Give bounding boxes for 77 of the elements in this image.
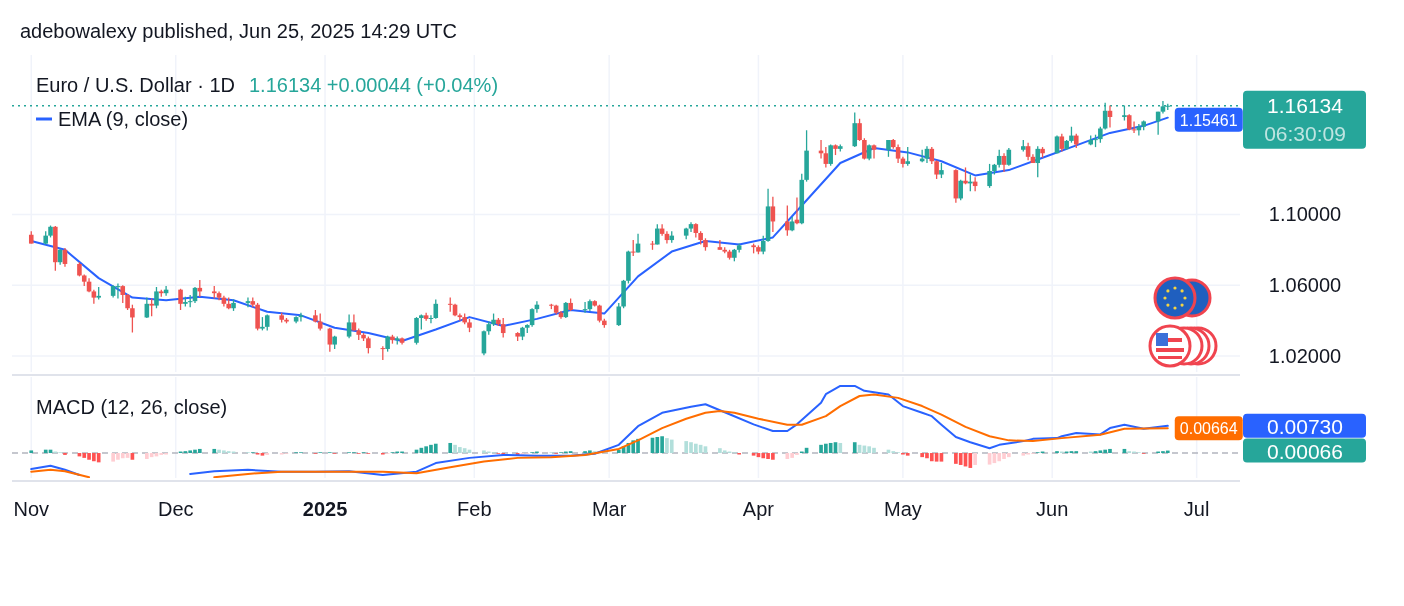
x-tick-label: 2025 bbox=[302, 498, 348, 520]
candlestick bbox=[852, 111, 858, 148]
bar bbox=[448, 442, 453, 454]
bar bbox=[838, 442, 843, 454]
bar bbox=[905, 453, 910, 456]
legend-label: EMA (9, close) bbox=[58, 108, 189, 130]
bar bbox=[96, 453, 101, 463]
data-label: 1.15461 bbox=[1179, 111, 1238, 129]
x-tick-label: Jul bbox=[1183, 498, 1210, 520]
bar bbox=[616, 449, 621, 454]
bar bbox=[433, 443, 438, 454]
bar bbox=[260, 453, 265, 456]
candlestick bbox=[298, 312, 304, 323]
candlestick bbox=[178, 288, 183, 311]
bar bbox=[997, 453, 1002, 462]
bar bbox=[188, 450, 193, 454]
candlestick bbox=[987, 163, 992, 189]
x-tick-label: Apr bbox=[742, 498, 775, 520]
candlestick bbox=[154, 286, 159, 309]
bar bbox=[867, 446, 872, 454]
candlestick bbox=[871, 143, 877, 160]
bar bbox=[958, 453, 963, 465]
bar bbox=[43, 449, 48, 454]
bar bbox=[462, 448, 467, 454]
candlestick bbox=[717, 239, 723, 251]
bar bbox=[197, 448, 202, 454]
bar bbox=[29, 450, 34, 454]
candlestick bbox=[616, 302, 622, 327]
y-tick-label: 0.00066 bbox=[1267, 439, 1343, 463]
bar bbox=[684, 441, 689, 454]
candlestick bbox=[828, 143, 833, 167]
data-label: 0.00664 bbox=[1179, 420, 1238, 438]
bar bbox=[722, 450, 727, 454]
bar bbox=[669, 439, 674, 454]
candlestick bbox=[905, 146, 910, 167]
y-tick-label: 1.10000 bbox=[1268, 203, 1342, 226]
x-tick-label: May bbox=[884, 498, 922, 520]
bar bbox=[929, 453, 934, 462]
x-tick-label: Jun bbox=[1036, 498, 1069, 520]
candlestick bbox=[958, 179, 963, 201]
text: Euro / U.S. Dollar · 1D bbox=[36, 74, 235, 96]
bar bbox=[973, 453, 977, 465]
y-tick-label: 1.06000 bbox=[1268, 274, 1342, 297]
candlestick bbox=[346, 313, 352, 339]
candlestick bbox=[457, 312, 463, 322]
x-tick-label: Feb bbox=[457, 498, 492, 520]
bar bbox=[968, 453, 973, 468]
candlestick bbox=[857, 118, 862, 142]
text: MACD (12, 26, close) bbox=[36, 396, 228, 418]
ref-line-label: 1.16134 06:30:09 bbox=[1264, 93, 1346, 145]
bar bbox=[852, 442, 857, 454]
x-tick-label: Nov bbox=[13, 498, 50, 520]
x-tick-label: Dec bbox=[157, 498, 194, 520]
bar bbox=[761, 453, 766, 459]
bar bbox=[1021, 453, 1026, 456]
x-tick-label: Mar bbox=[591, 498, 627, 520]
text: adebowalexy published, Jun 25, 2025 14:29 UTC bbox=[20, 20, 457, 42]
candlestick bbox=[895, 143, 901, 164]
bar bbox=[655, 437, 660, 454]
candlestick bbox=[823, 146, 829, 169]
candlestick bbox=[433, 298, 439, 320]
bar bbox=[145, 453, 149, 459]
bar bbox=[82, 453, 87, 458]
candlestick bbox=[130, 304, 135, 334]
text: 1.16134 +0.00044 (+0.04%) bbox=[248, 74, 499, 96]
y-tick-label: 1.02000 bbox=[1268, 345, 1342, 368]
bar bbox=[751, 453, 756, 456]
bar bbox=[1098, 450, 1103, 454]
candlestick bbox=[1035, 145, 1041, 178]
bar bbox=[785, 453, 790, 459]
bar bbox=[120, 453, 125, 459]
candlestick bbox=[785, 204, 790, 237]
y-tick-label: 0.00730 bbox=[1267, 414, 1343, 438]
candlestick bbox=[245, 296, 251, 309]
candlestick bbox=[255, 302, 260, 332]
candlestick bbox=[934, 159, 939, 180]
bar bbox=[212, 448, 217, 454]
